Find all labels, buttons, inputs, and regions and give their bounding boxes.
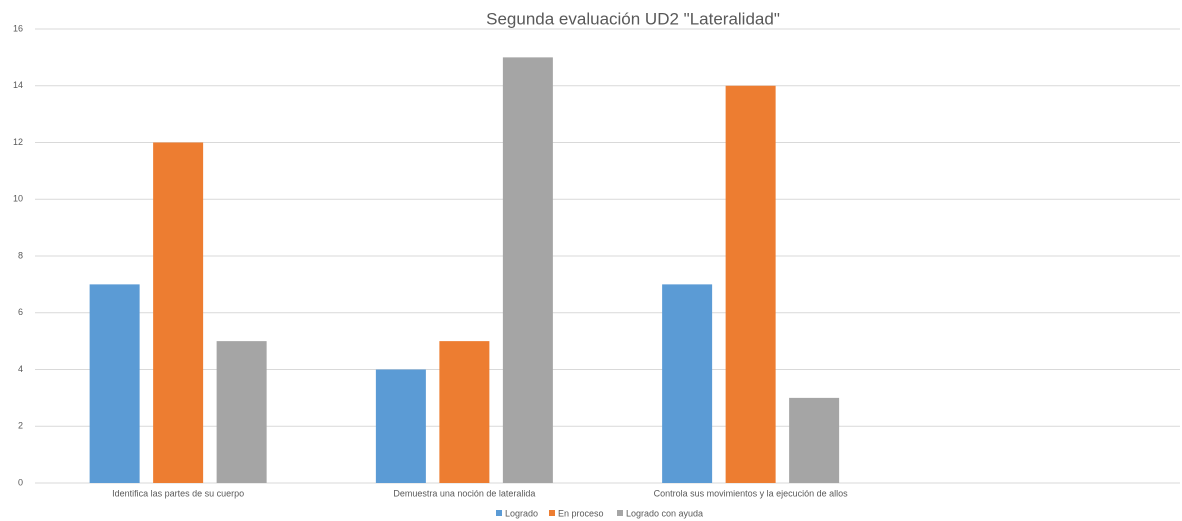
- bar: [439, 341, 490, 483]
- bar: [153, 142, 204, 483]
- x-tick-label: Identifica las partes de su cuerpo: [112, 488, 244, 498]
- legend-label: Logrado: [505, 508, 538, 518]
- y-tick-label: 2: [18, 421, 23, 431]
- y-tick-label: 14: [13, 80, 23, 90]
- bar: [725, 85, 776, 483]
- x-tick-label: Demuestra una noción de lateralida: [393, 488, 535, 498]
- y-tick-label: 0: [18, 477, 23, 487]
- y-tick-label: 4: [18, 364, 23, 374]
- bar: [662, 284, 713, 483]
- legend-swatch: [617, 510, 623, 516]
- bar: [89, 284, 140, 483]
- bar: [375, 369, 426, 483]
- y-tick-label: 6: [18, 307, 23, 317]
- legend-label: En proceso: [558, 508, 604, 518]
- bar: [789, 397, 840, 483]
- y-tick-label: 8: [18, 250, 23, 260]
- legend-swatch: [549, 510, 555, 516]
- x-tick-label: Controla sus movimientos y la ejecución …: [654, 488, 849, 498]
- legend-label: Logrado con ayuda: [626, 508, 703, 518]
- y-tick-label: 16: [13, 23, 23, 33]
- legend-swatch: [496, 510, 502, 516]
- y-tick-label: 10: [13, 194, 23, 204]
- bar: [216, 341, 267, 483]
- bar: [502, 57, 553, 483]
- chart-title: Segunda evaluación UD2 "Lateralidad": [486, 9, 780, 28]
- y-tick-label: 12: [13, 137, 23, 147]
